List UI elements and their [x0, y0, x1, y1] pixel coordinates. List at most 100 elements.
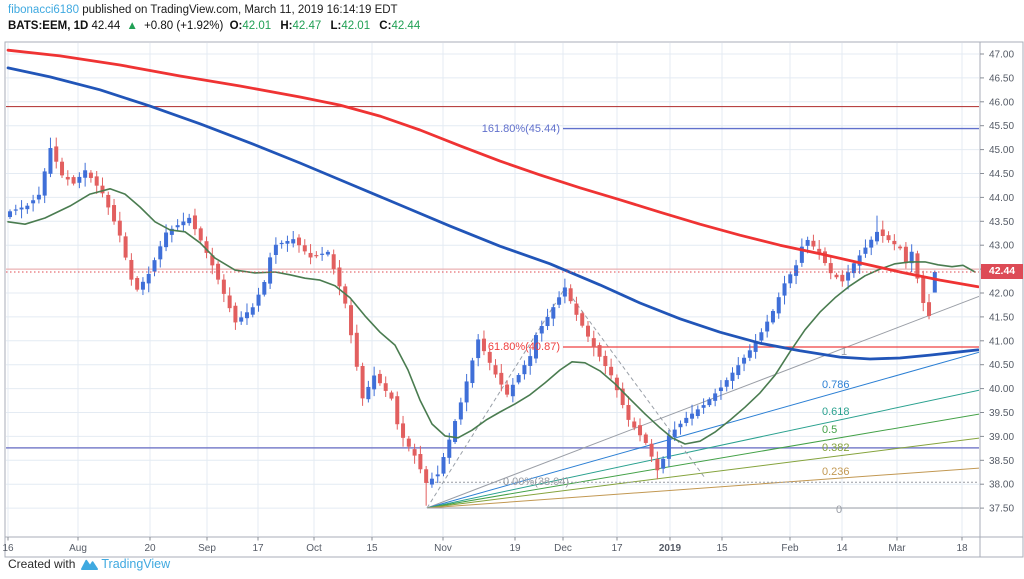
time-axis-label[interactable]: 16: [2, 543, 14, 554]
candle-up: [476, 339, 481, 359]
candle-down: [580, 313, 585, 326]
moving-average-mid-blue: [6, 66, 979, 361]
candle-up: [291, 239, 296, 244]
time-axis-label[interactable]: 15: [716, 543, 728, 554]
candle-up: [522, 365, 527, 375]
candle-up: [181, 221, 186, 226]
candle-up: [320, 253, 325, 255]
candle-up: [458, 402, 463, 420]
price-axis-label: 45.00: [989, 145, 1014, 156]
time-axis-label[interactable]: 20: [144, 543, 156, 554]
candle-down: [834, 274, 839, 278]
candle-up: [684, 417, 689, 423]
candle-down: [614, 377, 619, 391]
time-axis-label[interactable]: 19: [509, 543, 521, 554]
time-axis-label[interactable]: 15: [366, 543, 378, 554]
candle-down: [817, 248, 822, 253]
candle-up: [83, 170, 88, 178]
candle-up: [13, 209, 18, 211]
candle-up: [250, 307, 255, 315]
ohlc-close: C:42.44: [379, 20, 421, 32]
candle-down: [840, 274, 845, 282]
time-axis-label[interactable]: Dec: [554, 543, 572, 554]
candle-up: [562, 287, 567, 297]
candle-down: [308, 252, 313, 258]
candle-down: [649, 443, 654, 457]
candle-up: [857, 255, 862, 266]
tradingview-logo-icon: [81, 559, 99, 570]
candle-up: [516, 374, 521, 383]
plot-area[interactable]: [6, 43, 980, 536]
candle-down: [603, 355, 608, 367]
time-axis-label[interactable]: Feb: [781, 543, 799, 554]
candle-up: [528, 356, 533, 366]
time-axis-label[interactable]: 18: [956, 543, 968, 554]
candle-up: [435, 474, 440, 477]
time-axis-label[interactable]: 14: [836, 543, 848, 554]
candle-down: [106, 194, 111, 208]
candle-down: [487, 351, 492, 363]
candle-up: [48, 148, 53, 174]
price-axis-label: 37.50: [989, 504, 1014, 515]
candle-down: [227, 295, 232, 309]
candle-up: [470, 360, 475, 384]
candle-down: [643, 434, 648, 443]
candle-up: [932, 271, 937, 293]
candle-down: [499, 372, 504, 385]
candle-down: [377, 373, 382, 384]
time-axis-label[interactable]: Sep: [198, 543, 216, 554]
candle-down: [198, 228, 203, 241]
candle-down: [505, 384, 510, 395]
candle-down: [233, 305, 238, 323]
price-axis-label: 41.50: [989, 312, 1014, 323]
price-axis-label: 39.00: [989, 432, 1014, 443]
candle-down: [337, 267, 342, 287]
candle-up: [158, 246, 163, 260]
time-axis-label[interactable]: 17: [252, 543, 264, 554]
candle-down: [314, 255, 319, 257]
candle-down: [418, 454, 423, 470]
candle-down: [568, 288, 573, 302]
candle-up: [747, 350, 752, 358]
candle-down: [54, 146, 59, 162]
publish-info-line: fibonacci6180 published on TradingView.c…: [8, 4, 398, 16]
candle-down: [406, 438, 411, 447]
time-axis-label[interactable]: Nov: [434, 543, 452, 554]
price-axis-label: 39.50: [989, 408, 1014, 419]
time-axis-label[interactable]: Oct: [306, 543, 322, 554]
candle-up: [268, 257, 273, 284]
price-axis-label: 40.00: [989, 384, 1014, 395]
candle-down: [493, 365, 498, 375]
candle-up: [551, 307, 556, 319]
symbol-legend: BATS:EEM, 1D 42.44 ▲ +0.80 (+1.92%) O:42…: [8, 20, 426, 32]
candle-down: [100, 185, 105, 194]
candle-down: [620, 388, 625, 406]
fib-fan-line: [426, 437, 979, 509]
candle-up: [19, 207, 24, 210]
candle-up: [661, 458, 666, 469]
candle-down: [401, 423, 406, 438]
time-axis-label[interactable]: 17: [611, 543, 623, 554]
candle-up: [794, 265, 799, 276]
candle-up: [713, 393, 718, 401]
symbol-name: BATS:EEM, 1D: [8, 20, 89, 32]
time-axis-label[interactable]: Mar: [888, 543, 906, 554]
price-axis-label: 42.00: [989, 289, 1014, 300]
candle-up: [175, 225, 180, 228]
candle-up: [863, 247, 868, 254]
candle-down: [383, 383, 388, 391]
candle-up: [765, 321, 770, 332]
candle-down: [129, 259, 134, 280]
price-axis-label: 43.50: [989, 217, 1014, 228]
candle-down: [412, 449, 417, 456]
candle-up: [690, 413, 695, 419]
time-axis-label[interactable]: 2019: [659, 543, 682, 554]
tradingview-brand-link[interactable]: TradingView: [101, 557, 171, 571]
time-axis-label[interactable]: Aug: [69, 543, 87, 554]
candle-up: [782, 283, 787, 296]
candle-up: [447, 439, 452, 458]
candle-down: [591, 338, 596, 348]
username-link[interactable]: fibonacci6180: [8, 4, 79, 16]
candle-down: [915, 253, 920, 279]
